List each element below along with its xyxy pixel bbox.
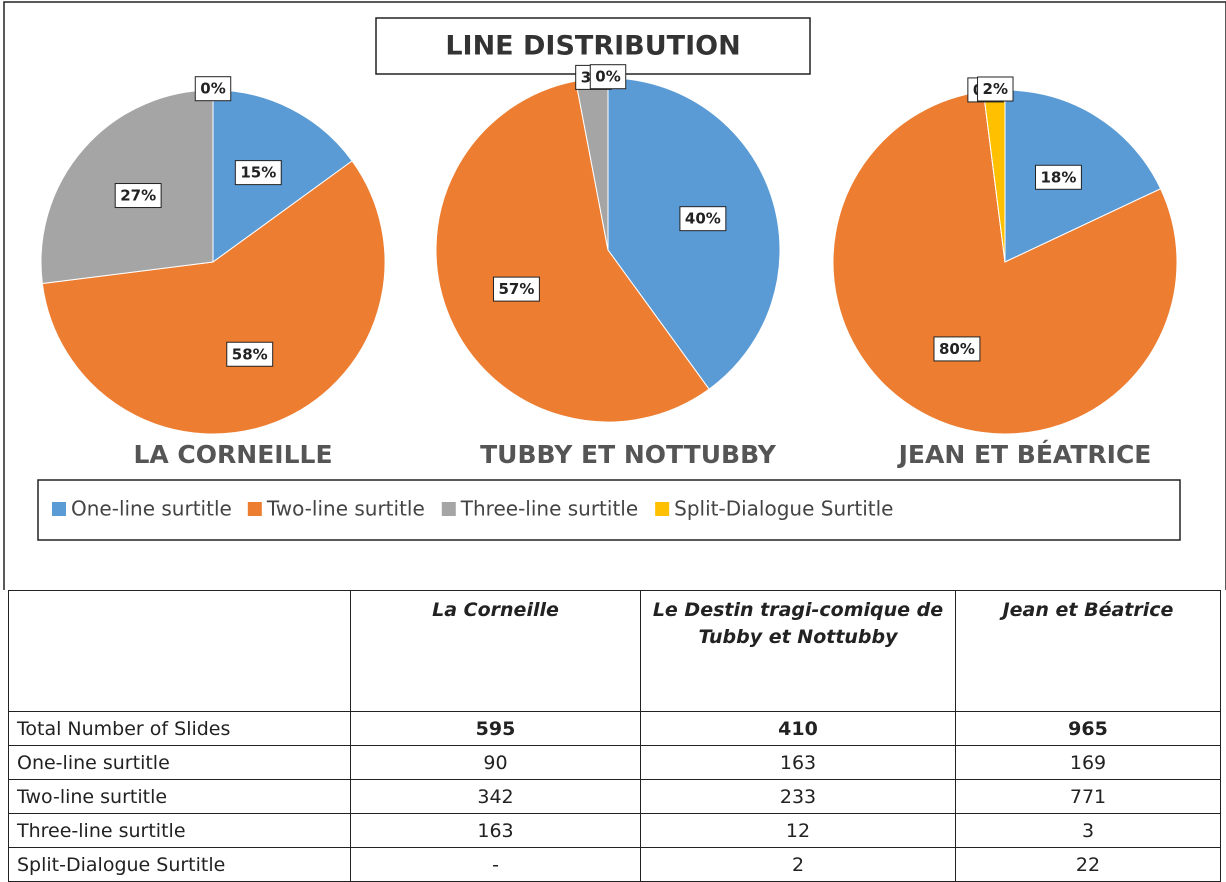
- row-label: Split-Dialogue Surtitle: [8, 847, 351, 882]
- pie-slice: [832, 90, 1178, 435]
- pie-slice: [435, 80, 710, 423]
- pie-title: TUBBY ET NOTTUBBY: [480, 440, 777, 469]
- legend-label: Two-line surtitle: [266, 497, 425, 521]
- header-cell: Jean et Béatrice: [955, 590, 1221, 712]
- data-label-box: [933, 336, 981, 362]
- data-table: La Corneille Le Destin tragi-comique de T…: [8, 590, 1221, 882]
- pie-slice: [1004, 89, 1162, 263]
- pie-slice: [41, 160, 386, 435]
- legend-swatch: [441, 502, 456, 516]
- table-cell: 90: [350, 745, 641, 780]
- header-cell: Le Destin tragi-comique de Tubby et Nott…: [640, 590, 956, 712]
- chart-title: LINE DISTRIBUTION: [445, 31, 740, 62]
- data-label-box: [114, 183, 162, 209]
- row-label: Total Number of Slides: [8, 711, 351, 746]
- data-label: 40%: [685, 210, 721, 228]
- table-row: Split-Dialogue Surtitle -2 22: [8, 847, 1221, 882]
- header-cell: La Corneille: [350, 590, 641, 712]
- row-label: One-line surtitle: [8, 745, 351, 780]
- data-label-box: [679, 206, 727, 232]
- data-label-box: [1035, 164, 1082, 190]
- data-label-box: [589, 64, 627, 90]
- table-cell: 163: [640, 745, 956, 780]
- legend-swatch: [247, 502, 262, 516]
- chart: LINE DISTRIBUTION 15% 58% 27% 0% LA CORNEILL…: [3, 1, 1226, 590]
- table-cell: 342: [350, 779, 641, 814]
- table-cell: 12: [640, 813, 956, 848]
- table-cell: -: [350, 847, 641, 882]
- data-label-box: [234, 160, 282, 186]
- table-cell: 233: [640, 779, 956, 814]
- row-label: Three-line surtitle: [8, 813, 351, 848]
- pie-title: LA CORNEILLE: [133, 440, 332, 469]
- table-cell: 410: [640, 711, 956, 746]
- header-cell: [8, 590, 351, 712]
- legend-swatch: [655, 502, 670, 516]
- data-label: 80%: [939, 340, 975, 358]
- legend-box: [37, 479, 1181, 541]
- table-cell: 169: [955, 745, 1221, 780]
- table-cell: 771: [955, 779, 1221, 814]
- table-row: One-line surtitle 90 163 169: [8, 745, 1221, 780]
- data-label: 15%: [240, 164, 276, 182]
- table-row: Three-line surtitle 163 12 3: [8, 813, 1221, 848]
- data-label: 0%: [200, 80, 225, 98]
- data-label-box: [492, 276, 540, 302]
- legend-label: One-line surtitle: [71, 497, 232, 521]
- pie-title: JEAN ET BÉATRICE: [897, 440, 1152, 469]
- table-cell: 2: [640, 847, 956, 882]
- data-label: 57%: [498, 280, 534, 298]
- data-label: 18%: [1041, 168, 1077, 186]
- row-label: Two-line surtitle: [8, 779, 351, 814]
- table-cell: 595: [350, 711, 641, 746]
- table-cell: 965: [955, 711, 1221, 746]
- table-cell: 3: [955, 813, 1221, 848]
- table-cell: 163: [350, 813, 641, 848]
- data-label-box: [194, 76, 232, 102]
- pie-slice: [607, 77, 781, 390]
- table-row: Two-line surtitle 342 233 771: [8, 779, 1221, 814]
- table-cell: 22: [955, 847, 1221, 882]
- data-label: 0%: [595, 68, 620, 86]
- legend-label: Three-line surtitle: [460, 497, 638, 521]
- table-row: Total Number of Slides 595 410 965: [8, 711, 1221, 746]
- data-label: 27%: [120, 187, 156, 205]
- data-label: 58%: [232, 345, 268, 363]
- header-row: La Corneille Le Destin tragi-comique de T…: [8, 590, 1221, 712]
- chart-border: [3, 1, 1226, 590]
- data-label-box: [226, 341, 274, 367]
- data-label: 2%: [983, 80, 1008, 98]
- data-label-box: [977, 76, 1014, 102]
- legend-swatch: [52, 502, 66, 516]
- legend-label: Split-Dialogue Surtitle: [674, 497, 893, 521]
